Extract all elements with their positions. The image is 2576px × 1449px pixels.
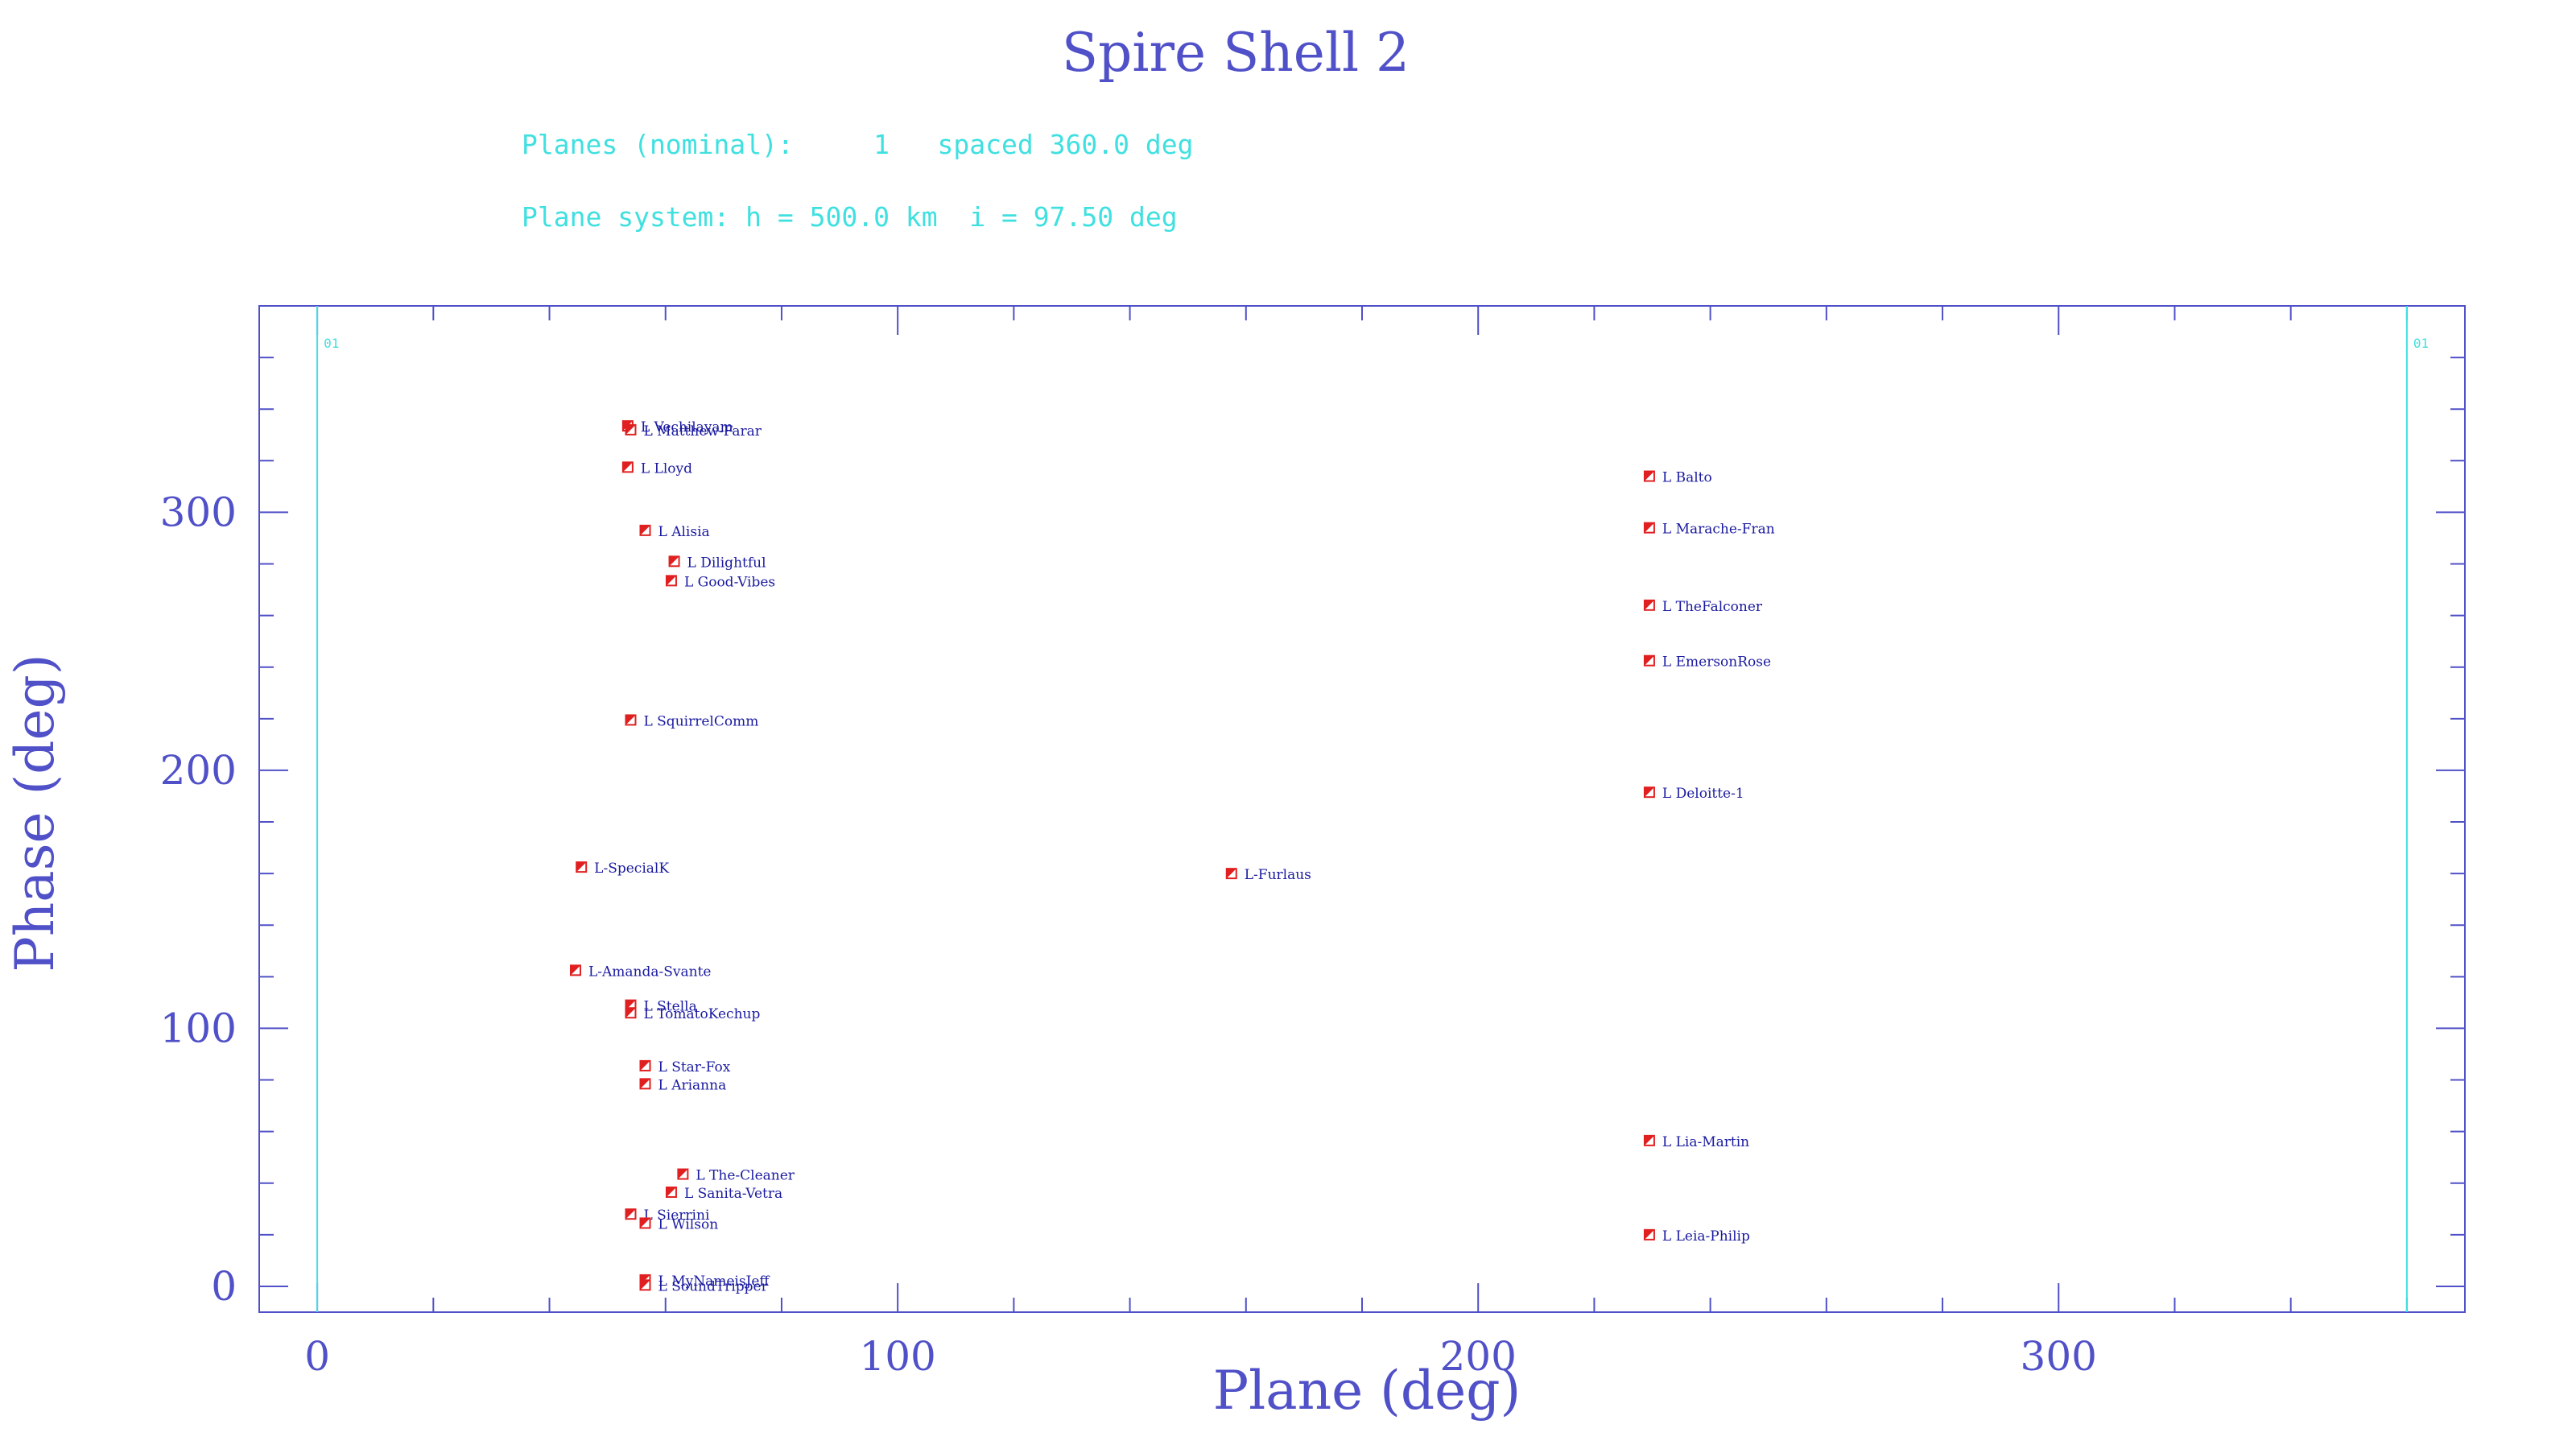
point-label: L Dilightful <box>687 555 766 571</box>
point-marker-fill <box>1226 869 1236 879</box>
plot-frame <box>258 305 2466 1313</box>
point-marker-fill <box>576 862 587 873</box>
point-marker-fill <box>570 965 580 976</box>
y-axis-title: Phase (deg) <box>4 654 66 972</box>
point-marker-fill <box>625 424 636 435</box>
point-label: L Arianna <box>658 1077 727 1093</box>
point-label: L SoundTripper <box>658 1278 769 1294</box>
point-label: L Leia-Philip <box>1662 1228 1750 1245</box>
y-tick-label: 200 <box>160 747 237 794</box>
point-label: L The-Cleaner <box>696 1168 795 1184</box>
point-marker-fill <box>669 556 679 567</box>
point-label: L Lia-Martin <box>1662 1134 1749 1150</box>
point-marker-fill <box>678 1169 688 1179</box>
plane-line-label: 01 <box>2413 336 2429 351</box>
y-tick-label: 100 <box>160 1005 237 1051</box>
point-marker-fill <box>625 715 636 725</box>
point-label: L EmersonRose <box>1662 654 1771 671</box>
point-label: L Sierrini <box>643 1208 709 1224</box>
point-label: L MyNameisJeff <box>658 1274 771 1290</box>
point-label: L SquirrelComm <box>643 713 758 729</box>
point-label: L Good-Vibes <box>684 574 775 590</box>
planes-info: Planes (nominal): 1 spaced 360.0 deg <box>522 129 1193 160</box>
y-tick-label: 0 <box>211 1263 237 1310</box>
point-marker-fill <box>640 1060 650 1071</box>
point-marker-fill <box>640 525 650 535</box>
point-label: L Wilson <box>658 1216 719 1232</box>
point-marker-fill <box>1644 787 1654 798</box>
point-marker-fill <box>1644 471 1654 481</box>
point-label: L Stella <box>643 999 696 1015</box>
point-label: L Lloyd <box>641 460 692 477</box>
point-marker-fill <box>1644 522 1654 533</box>
point-label: L Balto <box>1662 470 1712 486</box>
x-tick-label: 100 <box>859 1333 935 1380</box>
point-label: L Deloitte-1 <box>1662 786 1744 802</box>
point-marker-fill <box>1644 600 1654 610</box>
point-marker-fill <box>666 576 676 586</box>
point-label: L Sanita-Vetra <box>684 1186 782 1202</box>
x-tick-label: 0 <box>304 1333 330 1380</box>
point-marker-fill <box>640 1079 650 1089</box>
point-label: L Star-Fox <box>658 1059 731 1075</box>
point-marker-fill <box>625 1008 636 1018</box>
point-marker-fill <box>640 1280 650 1290</box>
point-label: L TomatoKechup <box>643 1006 760 1022</box>
point-label: L Alisia <box>658 524 710 540</box>
point-label: L Matthew-Farar <box>643 423 762 440</box>
point-label: L-Furlaus <box>1245 867 1311 883</box>
point-marker-fill <box>625 1209 636 1220</box>
point-label: L TheFalconer <box>1662 599 1763 615</box>
point-label: L-SpecialK <box>594 861 669 877</box>
point-marker-fill <box>1644 1229 1654 1240</box>
x-tick-label: 300 <box>2021 1333 2097 1380</box>
point-marker-fill <box>1644 1135 1654 1146</box>
x-axis-title: Plane (deg) <box>1213 1360 1521 1422</box>
point-marker-fill <box>622 462 633 473</box>
point-marker-fill <box>666 1187 676 1197</box>
point-label: L-Amanda-Svante <box>588 964 712 980</box>
x-tick-label: 200 <box>1439 1333 1516 1380</box>
point-label: L Vechilayam <box>641 419 733 436</box>
chart-title: Spire Shell 2 <box>1062 22 1410 84</box>
plane-line-label: 01 <box>324 336 339 351</box>
point-marker-fill <box>1644 655 1654 666</box>
point-marker-fill <box>640 1218 650 1228</box>
plane-system-info: Plane system: h = 500.0 km i = 97.50 deg <box>522 201 1178 233</box>
y-tick-label: 300 <box>160 489 237 535</box>
point-label: L Marache-Fran <box>1662 522 1775 538</box>
